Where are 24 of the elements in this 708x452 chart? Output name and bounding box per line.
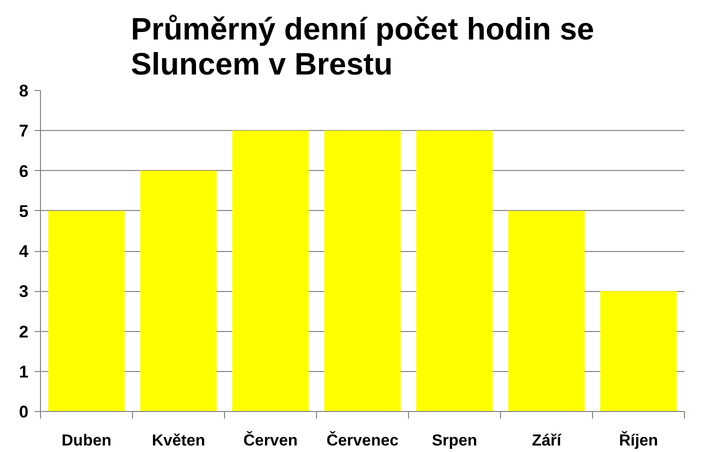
chart-title: Průměrný denní počet hodin se Sluncem v Brestu <box>130 12 594 82</box>
y-tick-label: 4 <box>19 242 30 261</box>
x-tick-label: Červen <box>243 430 298 450</box>
bar <box>232 130 309 412</box>
bar <box>48 210 125 412</box>
bar <box>508 210 585 412</box>
x-tick-label: Květen <box>152 432 206 450</box>
bar <box>324 130 401 412</box>
y-tick-label: 3 <box>19 282 29 302</box>
x-tick-label: Červenec <box>326 430 399 450</box>
bar <box>140 170 217 412</box>
y-tick-label: 8 <box>19 82 29 100</box>
x-tick-label: Duben <box>62 432 112 450</box>
bar <box>416 130 493 412</box>
x-tick-label: Říjen <box>618 430 658 450</box>
bar <box>600 291 677 412</box>
y-tick-label: 2 <box>19 322 29 342</box>
x-tick-label: Srpen <box>432 432 478 450</box>
y-tick-label: 7 <box>19 122 29 141</box>
y-tick-label: 0 <box>19 402 29 422</box>
y-tick-label: 5 <box>19 202 29 221</box>
y-tick-label: 6 <box>19 162 29 181</box>
x-tick-label: Září <box>532 432 562 450</box>
y-tick-label: 1 <box>19 362 29 382</box>
